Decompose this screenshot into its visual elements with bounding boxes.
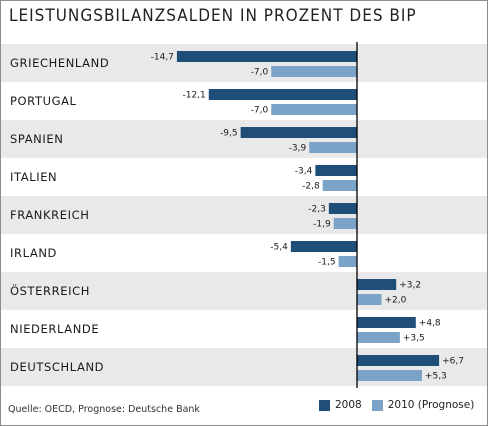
chart-title: LEISTUNGSBILANZSALDEN IN PROZENT DES BIP [9,6,417,26]
value-label-irland-2008: -5,4 [270,243,288,253]
value-label-portugal-2010-prognose-: -7,0 [251,106,269,116]
category-label-irland: IRLAND [10,246,57,260]
legend-swatch-2008 [319,399,330,411]
bar-oesterreich-2010-prognose- [357,294,382,305]
bar-niederlande-2008 [357,317,416,328]
bar-oesterreich-2008 [357,279,397,290]
legend: 2008 2010 (Prognose) [319,399,484,411]
value-label-italien-2010-prognose-: -2,8 [302,182,320,192]
row-band-griechenland [1,44,487,82]
value-label-frankreich-2010-prognose-: -1,9 [313,220,331,230]
source-note: Quelle: OECD, Prognose: Deutsche Bank [8,404,200,415]
bar-spanien-2008 [240,127,357,138]
bar-frankreich-2008 [328,203,357,214]
bar-spanien-2010-prognose- [309,142,357,153]
value-label-spanien-2010-prognose-: -3,9 [289,144,307,154]
row-band-frankreich [1,196,487,234]
row-band-oesterreich [1,272,487,310]
value-label-griechenland-2010-prognose-: -7,0 [251,68,269,78]
bar-italien-2008 [315,165,357,176]
bar-italien-2010-prognose- [322,180,357,191]
category-label-deutschland: DEUTSCHLAND [10,360,104,374]
category-label-griechenland: GRIECHENLAND [10,56,109,70]
category-label-portugal: PORTUGAL [10,94,77,108]
category-label-niederlande: NIEDERLANDE [10,322,99,336]
bar-griechenland-2010-prognose- [271,66,357,77]
value-label-spanien-2008: -9,5 [220,129,238,139]
bar-irland-2008 [290,241,357,252]
value-label-oesterreich-2008: +3,2 [399,281,421,291]
legend-item-2008: 2008 [319,399,362,411]
bar-portugal-2008 [208,89,357,100]
bar-frankreich-2010-prognose- [333,218,357,229]
bar-deutschland-2010-prognose- [357,370,422,381]
bar-deutschland-2008 [357,355,440,366]
legend-item-2010: 2010 (Prognose) [371,399,475,411]
legend-swatch-2010 [371,399,383,411]
value-label-irland-2010-prognose-: -1,5 [318,258,336,268]
category-label-frankreich: FRANKREICH [10,208,89,222]
bar-griechenland-2008 [176,51,357,62]
category-label-italien: ITALIEN [10,170,57,184]
value-label-deutschland-2010-prognose-: +5,3 [425,372,447,382]
value-label-portugal-2008: -12,1 [182,91,205,101]
value-label-griechenland-2008: -14,7 [151,53,174,63]
value-label-frankreich-2008: -2,3 [308,205,326,215]
value-label-niederlande-2008: +4,8 [419,319,441,329]
category-label-spanien: SPANIEN [10,132,63,146]
value-label-niederlande-2010-prognose-: +3,5 [403,334,425,344]
value-label-oesterreich-2010-prognose-: +2,0 [385,296,407,306]
legend-label-2008: 2008 [335,399,362,411]
value-label-deutschland-2008: +6,7 [442,357,464,367]
bar-irland-2010-prognose- [338,256,357,267]
category-label-oesterreich: ÖSTERREICH [10,282,90,298]
bar-niederlande-2010-prognose- [357,332,400,343]
value-label-italien-2008: -3,4 [295,167,313,177]
row-band-spanien [1,120,487,158]
bar-portugal-2010-prognose- [271,104,357,115]
legend-label-2010: 2010 (Prognose) [387,399,475,411]
